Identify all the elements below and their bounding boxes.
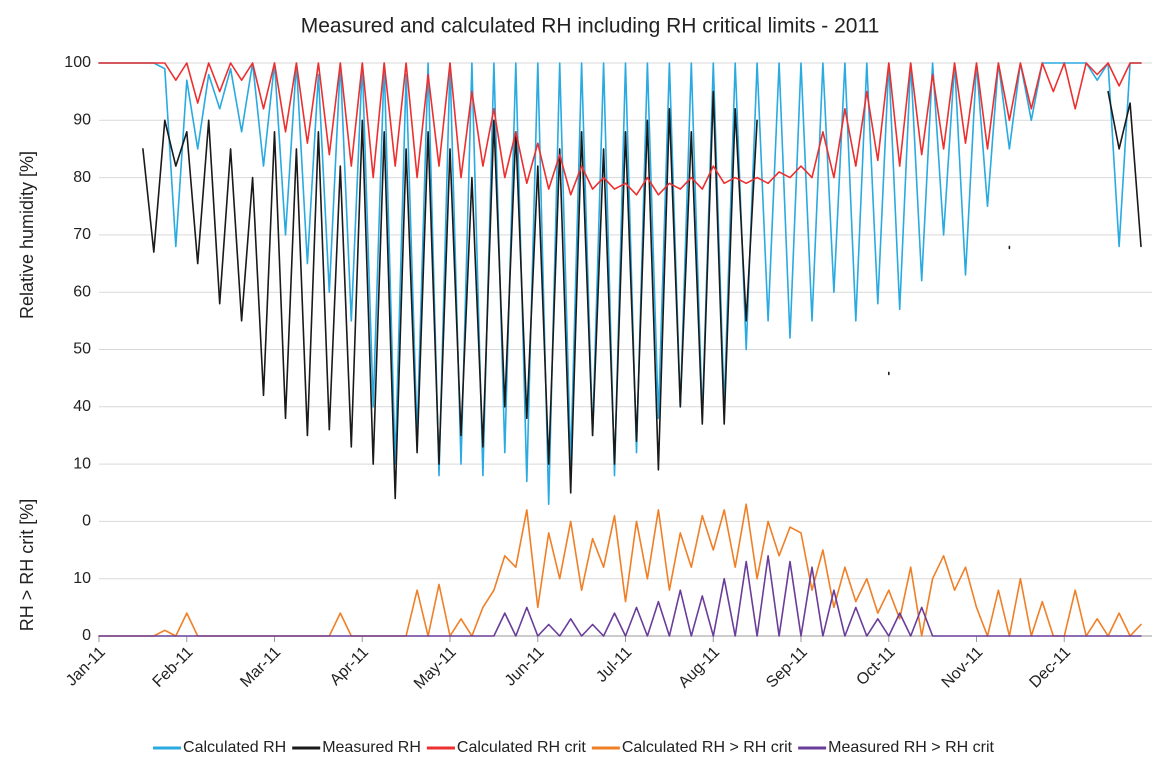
series-line (98, 62, 1142, 196)
series-line (98, 62, 1142, 505)
y-axis-label: RH > RH crit [%] (17, 499, 37, 632)
y-tick-label: 60 (73, 283, 91, 300)
y-tick-label: 100 (64, 54, 91, 71)
y-axis-label: Relative humidity [%] (17, 151, 37, 319)
legend: Calculated RH Measured RH Calculated RH cr… (153, 739, 995, 756)
series-line (1107, 90, 1142, 248)
legend-label: Measured RH (322, 739, 421, 756)
legend-label: Measured RH > RH crit (828, 739, 994, 756)
chart-title: Measured and calculated RH including RH … (301, 15, 880, 38)
x-tick-label: Jul-11 (593, 644, 635, 686)
y-tick-label: 0 (82, 513, 91, 530)
x-tick-label: Feb-11 (150, 644, 197, 691)
x-tick-label: Nov-11 (939, 644, 987, 692)
y-tick-label: 10 (73, 570, 91, 587)
legend-label: Calculated RH > RH crit (622, 739, 793, 756)
y-tick-label: 80 (73, 169, 91, 186)
series-line (98, 503, 1142, 637)
y-tick-label: 70 (73, 226, 91, 243)
series-line (142, 90, 758, 500)
x-tick-label: Dec-11 (1026, 644, 1074, 692)
y-tick-label: 90 (73, 112, 91, 129)
y-tick-label: 0 (82, 627, 91, 644)
legend-label: Calculated RH crit (457, 739, 586, 756)
x-tick-label: Apr-11 (327, 644, 372, 689)
y-tick-label: 50 (73, 341, 91, 358)
x-tick-label: May-11 (411, 644, 460, 693)
x-tick-label: Aug-11 (675, 644, 723, 692)
x-tick-label: Oct-11 (853, 644, 898, 689)
legend-label: Calculated RH (183, 739, 286, 756)
y-tick-label: 40 (73, 398, 91, 415)
x-tick-label: Jan-11 (63, 644, 109, 690)
x-tick-label: Sep-11 (763, 644, 811, 692)
y-tick-label: 10 (73, 455, 91, 472)
x-tick-label: Jun-11 (502, 644, 548, 690)
x-tick-label: Mar-11 (237, 644, 284, 691)
series-line (98, 555, 1142, 637)
